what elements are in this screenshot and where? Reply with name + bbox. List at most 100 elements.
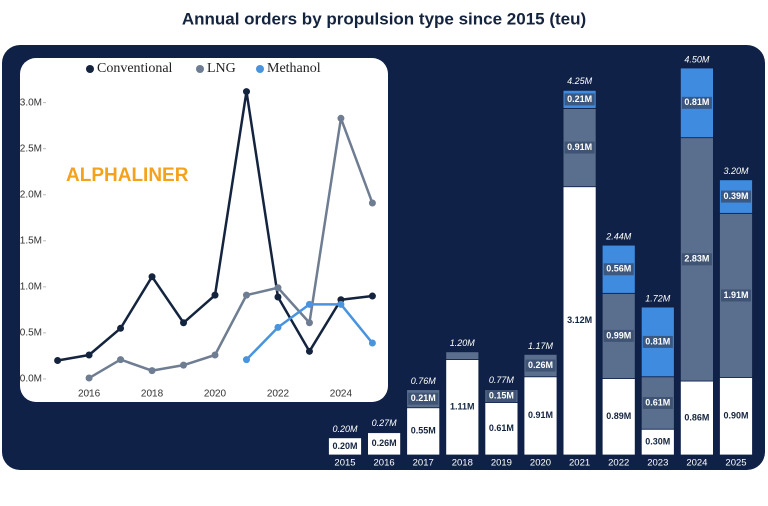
- y-tick-label: 0.0M: [20, 374, 42, 385]
- point: [274, 284, 282, 292]
- y-tick-label: 2.5M: [20, 143, 42, 154]
- x-tick-label: 2020: [204, 389, 227, 400]
- total-label: 1.20M: [450, 338, 476, 348]
- point: [242, 291, 250, 299]
- point: [242, 356, 250, 364]
- point: [274, 323, 282, 331]
- chart-title: Annual orders by propulsion type since 2…: [182, 9, 586, 28]
- legend-marker: [196, 65, 204, 73]
- data-label: 1.91M: [723, 290, 748, 300]
- label-box: [603, 410, 634, 423]
- total-label: 1.72M: [645, 293, 671, 303]
- label-box: [603, 263, 634, 276]
- label-box: [721, 190, 751, 203]
- label-box: [564, 314, 595, 327]
- data-label: 1.11M: [450, 402, 475, 412]
- x-tick-label: 2019: [491, 458, 512, 469]
- x-tick-label: 2017: [413, 458, 434, 469]
- data-label: 0.89M: [606, 411, 631, 421]
- point: [211, 291, 219, 299]
- data-label: 2.83M: [684, 254, 709, 264]
- bar-segment: [367, 431, 402, 434]
- y-tick-label: 1.5M: [20, 235, 42, 246]
- label-box: [564, 141, 595, 154]
- label-box: [408, 392, 439, 405]
- point: [117, 324, 125, 332]
- label-box: [642, 436, 673, 449]
- legend-marker: [86, 65, 94, 73]
- label-box: [330, 440, 360, 453]
- label-box: [447, 401, 478, 414]
- y-tick-label: 1.0M: [20, 281, 42, 292]
- point: [368, 292, 376, 300]
- legend-label: Methanol: [267, 61, 321, 76]
- total-label: 2.44M: [605, 232, 632, 242]
- x-tick-label: 2018: [141, 389, 164, 400]
- data-label: 0.21M: [411, 393, 436, 403]
- total-label: 4.25M: [567, 76, 593, 86]
- point: [148, 367, 156, 375]
- label-box: [486, 422, 517, 435]
- label-box: [721, 410, 751, 423]
- data-label: 0.15M: [489, 390, 514, 400]
- x-tick-label: 2020: [530, 458, 551, 469]
- label-box: [681, 96, 712, 109]
- watermark: ALPHALINER: [66, 165, 189, 186]
- x-tick-label: 2024: [686, 458, 707, 469]
- total-label: 3.20M: [723, 166, 749, 176]
- label-box: [642, 335, 673, 348]
- label-box: [408, 425, 439, 438]
- point: [305, 300, 313, 308]
- legend-label: LNG: [207, 61, 236, 76]
- point: [242, 88, 250, 96]
- label-box: [564, 93, 595, 106]
- y-tick-label: 3.0M: [20, 97, 42, 108]
- data-label: 0.26M: [528, 360, 553, 370]
- point: [274, 293, 282, 301]
- data-label: 0.20M: [332, 441, 357, 451]
- data-label: 0.81M: [645, 336, 670, 346]
- data-label: 3.12M: [567, 315, 592, 325]
- x-tick-label: 2022: [267, 389, 290, 400]
- total-label: 0.76M: [411, 376, 437, 386]
- y-tick-label: 0.5M: [20, 328, 42, 339]
- point: [180, 319, 188, 327]
- total-label: 0.27M: [372, 418, 398, 428]
- point: [368, 199, 376, 207]
- total-label: 0.20M: [332, 424, 358, 434]
- label-box: [603, 329, 634, 342]
- x-tick-label: 2023: [647, 458, 668, 469]
- x-tick-label: 2022: [608, 458, 629, 469]
- x-tick-label: 2016: [374, 458, 395, 469]
- point: [117, 356, 125, 364]
- point: [305, 347, 313, 355]
- data-label: 0.61M: [645, 397, 670, 407]
- data-label: 0.81M: [684, 97, 709, 107]
- data-label: 0.21M: [567, 94, 592, 104]
- label-box: [681, 253, 712, 266]
- total-label: 1.17M: [528, 341, 554, 351]
- x-tick-label: 2018: [452, 458, 473, 469]
- data-label: 0.30M: [645, 436, 670, 446]
- label-box: [681, 412, 712, 425]
- point: [148, 273, 156, 281]
- label-box: [721, 289, 751, 302]
- data-label: 0.91M: [528, 410, 553, 420]
- label-box: [525, 359, 556, 372]
- x-tick-label: 2024: [330, 389, 353, 400]
- point: [54, 357, 62, 365]
- label-box: [369, 437, 400, 450]
- inset-panel: [20, 58, 388, 402]
- point: [337, 300, 345, 308]
- x-tick-label: 2021: [569, 458, 590, 469]
- data-label: 0.39M: [723, 191, 748, 201]
- label-box: [525, 409, 556, 422]
- point: [85, 374, 93, 382]
- point: [368, 339, 376, 347]
- data-label: 0.99M: [606, 330, 631, 340]
- point: [85, 351, 93, 359]
- data-label: 0.90M: [723, 411, 748, 421]
- point: [337, 114, 345, 122]
- x-tick-label: 2015: [334, 458, 355, 469]
- data-label: 0.26M: [372, 438, 397, 448]
